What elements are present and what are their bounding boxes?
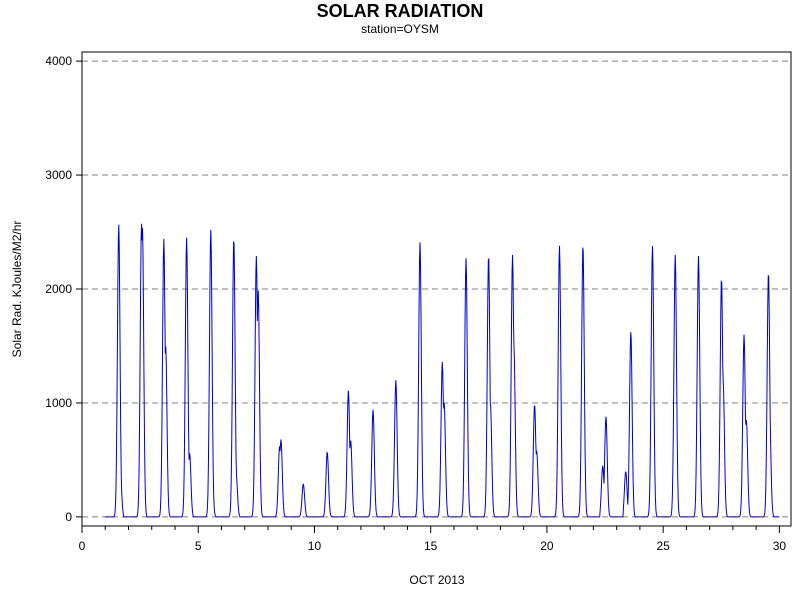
x-axis-label: OCT 2013 [409, 573, 464, 587]
y-tick-label: 3000 [45, 168, 72, 182]
y-tick-label: 2000 [45, 282, 72, 296]
x-tick-label: 10 [308, 539, 322, 553]
x-tick-label: 15 [424, 539, 438, 553]
x-tick-label: 0 [79, 539, 86, 553]
x-tick-label: 20 [540, 539, 554, 553]
y-tick-label: 0 [65, 510, 72, 524]
grid-lines [82, 60, 791, 518]
x-tick-label: 25 [656, 539, 670, 553]
x-tick-label: 30 [773, 539, 787, 553]
x-axis: 0 5 10 15 20 25 30 [79, 526, 787, 553]
solar-radiation-line [105, 223, 780, 518]
y-tick-label: 1000 [45, 396, 72, 410]
y-tick-label: 4000 [45, 54, 72, 68]
chart-title: SOLAR RADIATION [316, 1, 484, 21]
data-series [105, 223, 780, 518]
x-tick-label: 5 [195, 539, 202, 553]
y-axis-label: Solar Rad. KJoules/M2/hr [10, 221, 24, 358]
chart-subtitle: station=OYSM [361, 22, 439, 36]
y-axis: 0 1000 2000 3000 4000 [45, 54, 82, 524]
